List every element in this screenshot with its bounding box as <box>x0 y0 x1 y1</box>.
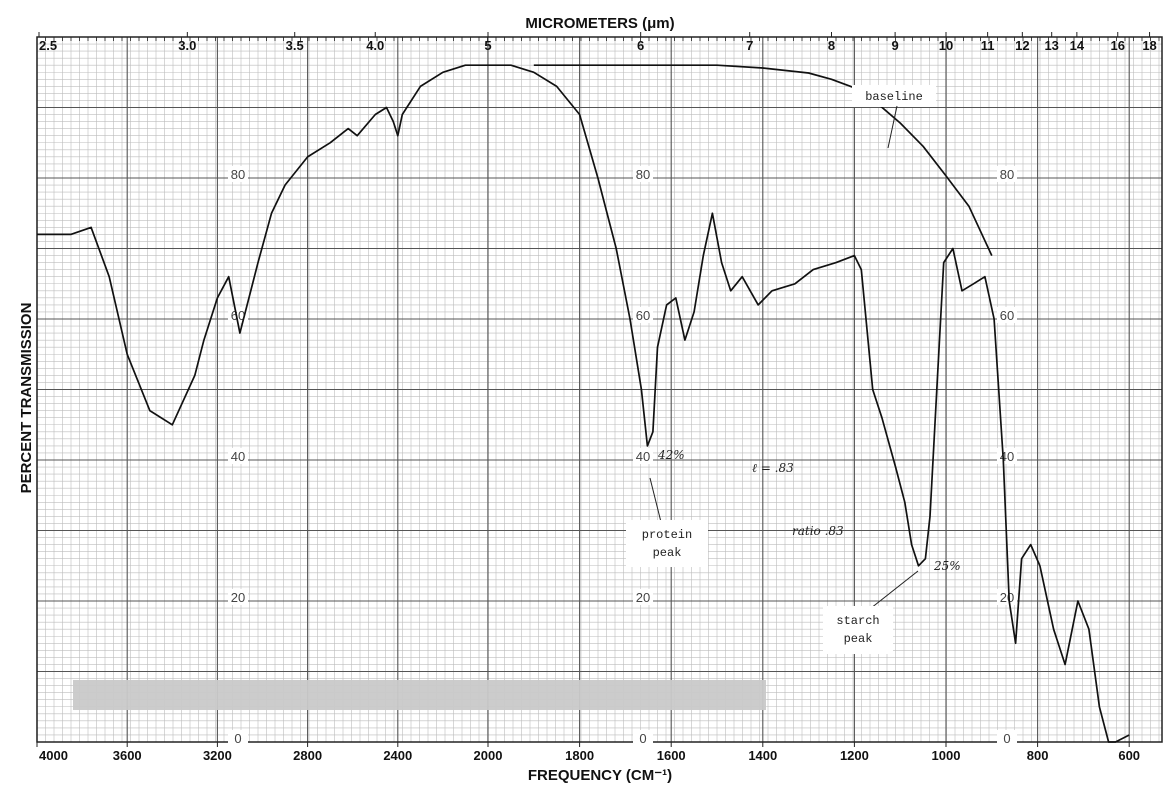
protein-peak-label-line2: peak <box>653 546 682 560</box>
x-axis-title: FREQUENCY (CM⁻¹) <box>528 767 672 784</box>
bottom-tick-label: 800 <box>1027 748 1049 763</box>
grid-label-bg <box>228 166 248 182</box>
bottom-tick-label: 1000 <box>932 748 961 763</box>
grid-label-bg <box>633 730 653 746</box>
bottom-axis-ticks: 4000 3600 3200 2800 2400 2000 1800 1600 1400 1200… <box>36 742 1140 763</box>
y-axis-title: PERCENT TRANSMISSION <box>18 303 35 494</box>
top-tick-label: 9 <box>891 38 898 53</box>
grid-percent-label: 80 <box>231 167 245 182</box>
starch-peak-label-line2: peak <box>844 632 873 646</box>
starch-percent-note: 25% <box>933 559 961 573</box>
bottom-tick-label: 2000 <box>474 748 503 763</box>
bottom-tick-label: 2400 <box>383 748 412 763</box>
top-tick-label: 4.0 <box>366 38 384 53</box>
top-tick-label: 2.5 <box>39 38 57 53</box>
bottom-tick-label: 3200 <box>203 748 232 763</box>
top-tick-label: 10 <box>939 38 953 53</box>
grid-label-bg <box>997 166 1017 182</box>
top-tick-label: 5 <box>484 38 491 53</box>
protein-peak-label-line1: protein <box>642 528 692 542</box>
grid-percent-label: 60 <box>1000 308 1014 323</box>
baseline-pointer <box>887 105 898 149</box>
protein-percent-note: 42% <box>657 448 685 462</box>
grid-label-bg <box>997 307 1017 323</box>
top-axis-ticks: 2.53.03.54.0567891011121314161820 <box>36 32 1160 53</box>
bottom-tick-label: 2800 <box>293 748 322 763</box>
grid-percent-label: 40 <box>231 449 245 464</box>
grid-label-bg <box>228 730 248 746</box>
grid-label-bg <box>633 448 653 464</box>
bottom-tick-label: 1400 <box>748 748 777 763</box>
top-tick-label: 12 <box>1015 38 1029 53</box>
grid-label-bg <box>633 166 653 182</box>
ratio-note-b: ratio .83 <box>792 524 844 538</box>
spectrum-curve <box>37 64 1130 743</box>
top-tick-label: 8 <box>828 38 835 53</box>
grid-label-bg <box>633 589 653 605</box>
protein-peak-pointer <box>649 477 662 523</box>
top-tick-label: 6 <box>637 38 644 53</box>
top-tick-label: 7 <box>746 38 753 53</box>
grid-label-bg <box>228 448 248 464</box>
grid-percent-label: 0 <box>1003 731 1010 746</box>
grid-percent-label: 60 <box>636 308 650 323</box>
protein-peak-label-box <box>626 520 708 567</box>
grid-percent-label: 60 <box>231 308 245 323</box>
grid-percent-label: 0 <box>234 731 241 746</box>
starch-peak-pointer <box>865 570 919 613</box>
grid-label-bg <box>228 589 248 605</box>
grid-minor <box>36 36 1162 743</box>
bottom-tick-label: 1600 <box>657 748 686 763</box>
bottom-tick-label: 1200 <box>840 748 869 763</box>
top-axis-title: MICROMETERS (μm) <box>525 15 674 32</box>
starch-peak-label-line1: starch <box>836 614 879 628</box>
grid-label-bg <box>997 730 1017 746</box>
grid-label-bg <box>633 307 653 323</box>
bottom-tick-label: 600 <box>1118 748 1140 763</box>
top-tick-label: 18 <box>1142 38 1156 53</box>
redaction-bar <box>73 680 766 710</box>
grid-percent-label: 80 <box>1000 167 1014 182</box>
bottom-tick-label: 1800 <box>565 748 594 763</box>
baseline-label: baseline <box>865 90 923 104</box>
starch-peak-label-box <box>823 606 893 654</box>
grid-percent-label: 0 <box>639 731 646 746</box>
grid-percent-label: 20 <box>1000 590 1014 605</box>
grid-percent-label: 40 <box>636 449 650 464</box>
plot-frame <box>36 36 1163 743</box>
grid-percent-label: 20 <box>636 590 650 605</box>
top-tick-label: 3.5 <box>286 38 304 53</box>
grid-percent-label: 80 <box>636 167 650 182</box>
top-tick-label: 11 <box>981 38 995 53</box>
ratio-note-a: ℓ = .83 <box>752 461 794 475</box>
grid-percent-label: 20 <box>231 590 245 605</box>
baseline-label-box <box>852 85 936 107</box>
top-tick-label: 3.0 <box>178 38 196 53</box>
bottom-tick-label: 4000 <box>39 748 68 763</box>
top-tick-label: 13 <box>1044 38 1058 53</box>
top-tick-label: 16 <box>1111 38 1125 53</box>
grid-label-bg <box>997 589 1017 605</box>
bottom-tick-label: 3600 <box>113 748 142 763</box>
top-tick-label: 14 <box>1070 38 1085 53</box>
